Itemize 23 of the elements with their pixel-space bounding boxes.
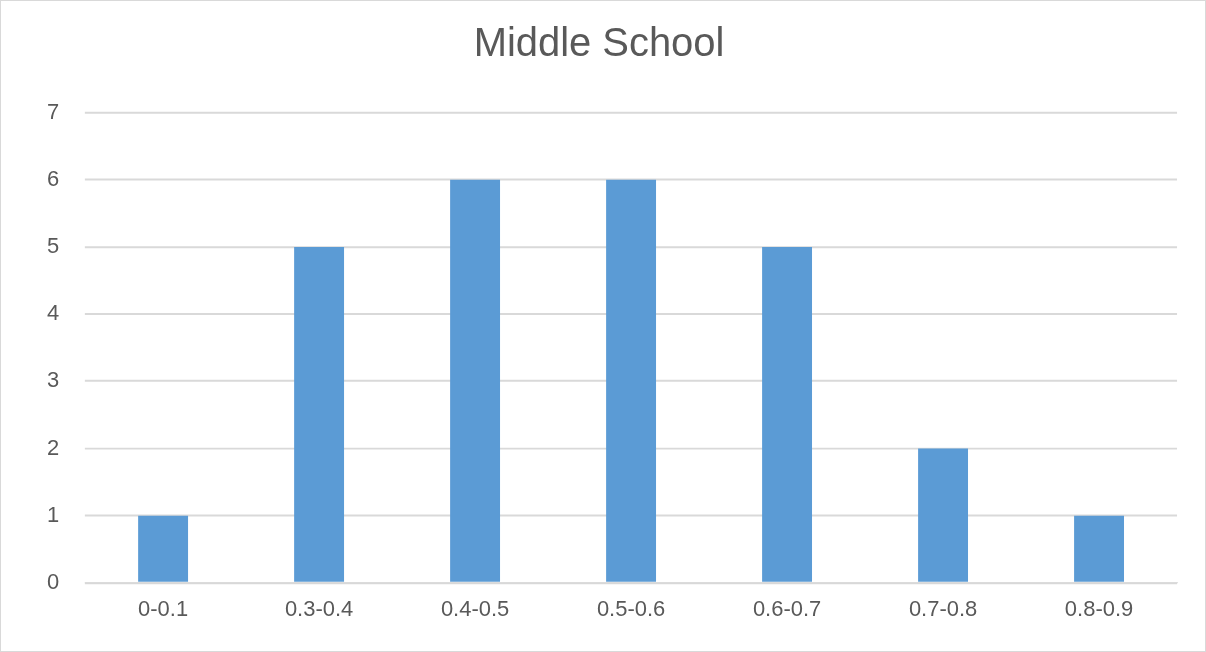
bar xyxy=(138,515,189,582)
y-tick-label: 7 xyxy=(46,98,60,124)
y-tick-label: 3 xyxy=(46,367,60,393)
y-tick-label: 6 xyxy=(46,165,60,191)
x-tick-label: 0.7-0.8 xyxy=(908,595,978,621)
x-tick-label: 0.6-0.7 xyxy=(752,595,822,621)
x-tick-label: 0.3-0.4 xyxy=(284,595,354,621)
y-tick-label: 2 xyxy=(46,434,60,460)
chart-title: Middle School xyxy=(473,19,725,64)
bar xyxy=(762,246,813,582)
bar xyxy=(918,448,969,582)
bar xyxy=(294,246,345,582)
bar xyxy=(606,179,657,582)
y-tick-label: 4 xyxy=(46,300,60,326)
bar xyxy=(450,179,501,582)
y-tick-label: 0 xyxy=(46,568,60,594)
x-tick-label: 0.5-0.6 xyxy=(596,595,666,621)
y-tick-label: 5 xyxy=(46,233,60,259)
x-tick-label: 0-0.1 xyxy=(138,595,189,621)
bar xyxy=(1074,515,1125,582)
x-tick-label: 0.4-0.5 xyxy=(440,595,510,621)
y-tick-label: 1 xyxy=(46,501,60,527)
x-tick-label: 0.8-0.9 xyxy=(1064,595,1134,621)
